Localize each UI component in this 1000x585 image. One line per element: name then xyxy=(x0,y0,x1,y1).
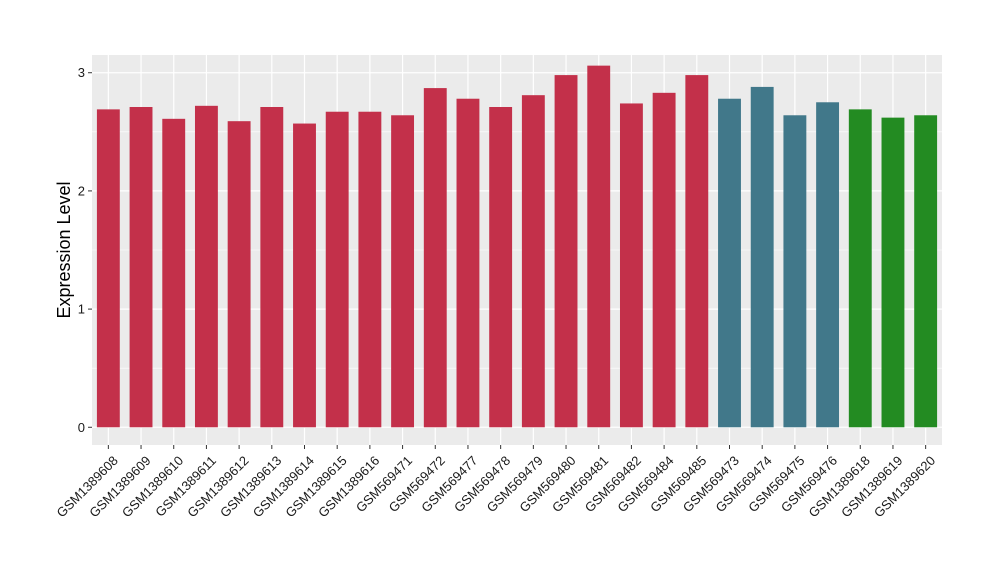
bar xyxy=(652,92,676,428)
bar xyxy=(750,86,774,428)
y-tick-label: 2 xyxy=(78,183,85,198)
bar xyxy=(554,75,578,428)
x-axis: GSM1389608GSM1389609GSM1389610GSM1389611… xyxy=(54,445,938,520)
bar xyxy=(194,105,218,428)
bar xyxy=(162,118,186,428)
bar xyxy=(96,109,120,428)
y-tick-label: 1 xyxy=(78,302,85,317)
bar xyxy=(816,102,840,428)
bar xyxy=(293,123,316,428)
bar xyxy=(391,115,415,428)
bar xyxy=(260,107,284,428)
bar xyxy=(456,98,480,428)
bar xyxy=(587,65,611,428)
bar xyxy=(783,115,807,428)
bar xyxy=(685,75,709,428)
y-tick-label: 0 xyxy=(78,420,85,435)
y-axis-title: Expression Level xyxy=(54,181,74,318)
bar xyxy=(325,111,349,428)
bars xyxy=(96,65,938,428)
bar xyxy=(848,109,872,428)
bar xyxy=(881,117,905,428)
bar xyxy=(489,107,513,428)
y-tick-label: 3 xyxy=(78,65,85,80)
bar xyxy=(227,121,251,428)
bar xyxy=(619,103,643,428)
bar xyxy=(358,111,382,428)
y-axis: 0 1 2 3 xyxy=(78,65,92,435)
bar xyxy=(423,88,447,428)
bar xyxy=(914,115,938,428)
bar xyxy=(718,98,741,428)
bar xyxy=(129,107,153,428)
bar xyxy=(521,95,545,428)
